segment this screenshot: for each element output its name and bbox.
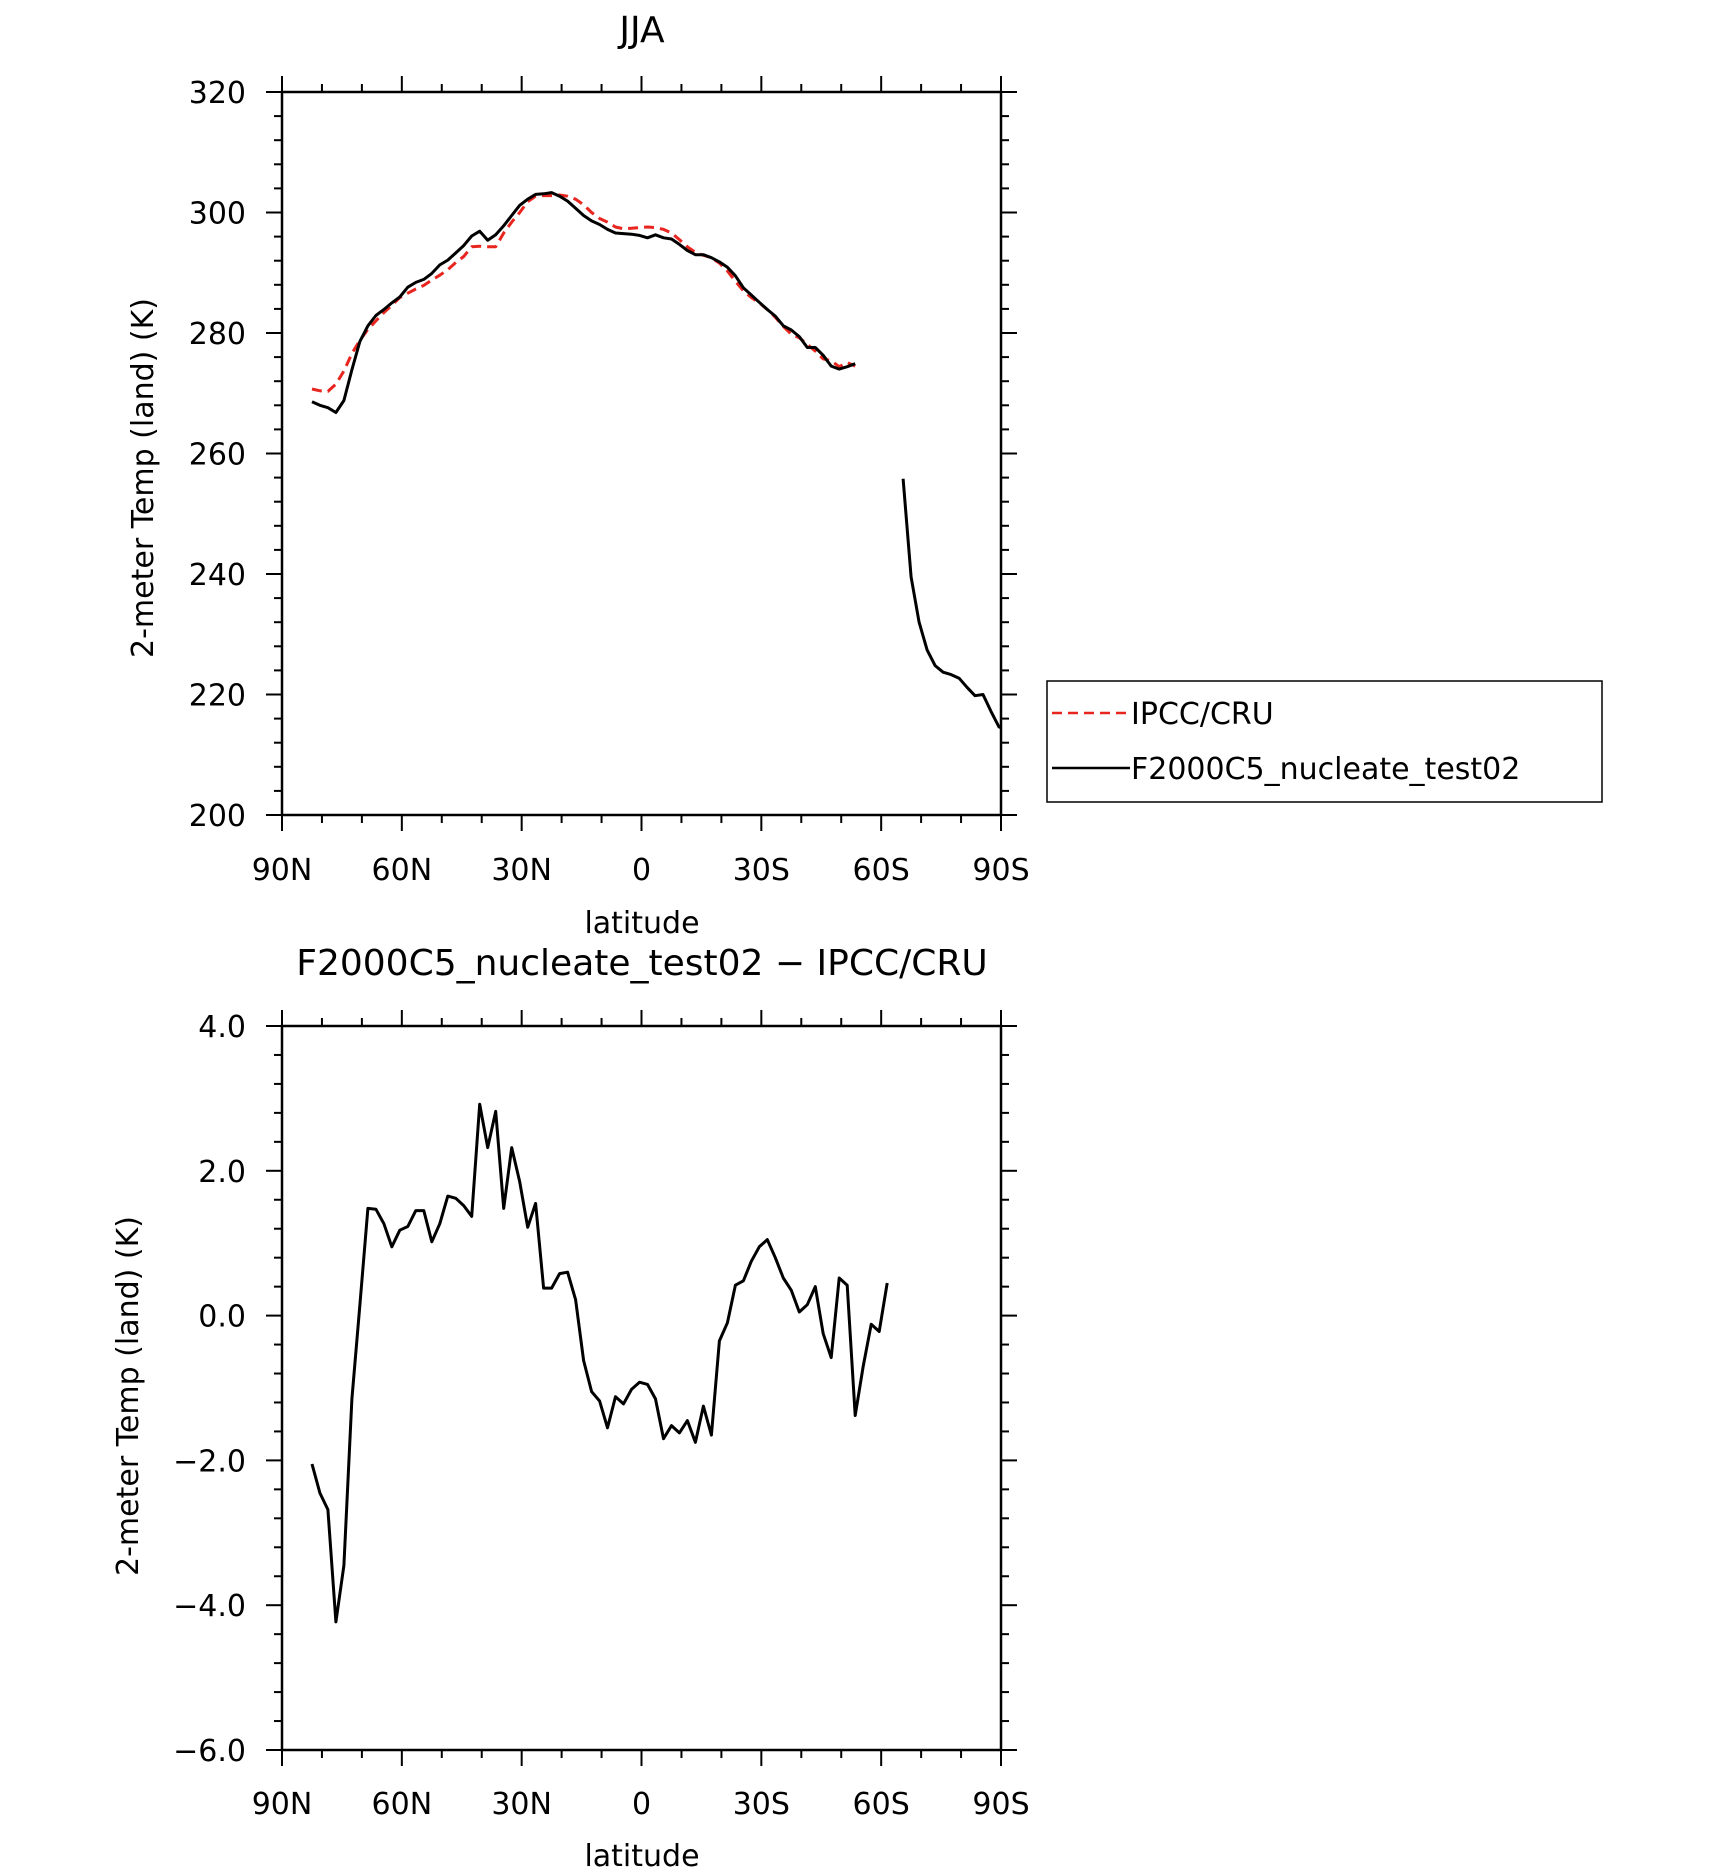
y-tick-label: −6.0: [173, 1734, 246, 1769]
series-line-f2000c5-nucleate-test02: [311, 191, 1002, 730]
y-tick-label: 240: [189, 558, 246, 593]
legend: IPCC/CRU F2000C5_nucleate_test02: [1046, 680, 1603, 803]
y-tick-label: 320: [189, 76, 246, 111]
legend-box: [1046, 680, 1603, 803]
plot-frame: [280, 1024, 1003, 1752]
x-tick-label: 90N: [252, 1787, 313, 1822]
legend-item-ipcc-cru: IPCC/CRU: [1052, 697, 1274, 732]
x-tick-label: 60S: [853, 1787, 910, 1822]
x-tick-label: 60N: [372, 853, 433, 888]
series-line-ipcc-cru: [311, 193, 856, 393]
y-tick-label: 300: [189, 197, 246, 232]
x-tick-label: 90N: [252, 853, 313, 888]
x-tick-label: 90S: [972, 853, 1029, 888]
x-tick-label: 30N: [491, 853, 552, 888]
x-tick-label: 30S: [733, 853, 790, 888]
y-tick-label: 2.0: [198, 1155, 246, 1190]
y-tick-label: −2.0: [173, 1444, 246, 1479]
x-tick-label: 60N: [372, 1787, 433, 1822]
legend-label-ipcc-cru: IPCC/CRU: [1131, 697, 1274, 732]
x-tick-label: 30S: [733, 1787, 790, 1822]
x-tick-label: 0: [632, 853, 651, 888]
y-tick-label: −4.0: [173, 1589, 246, 1624]
temperature-plot-area: 90N 60N 30N 0 30S 60S 90S 200 220 240 260 280 300 320: [189, 76, 1030, 888]
y-tick-label: 220: [189, 679, 246, 714]
difference-chart-title: F2000C5_nucleate_test02 − IPCC/CRU: [296, 943, 988, 984]
difference-x-axis-label: latitude: [584, 1839, 699, 1872]
chart-title: JJA: [617, 10, 665, 51]
series-line-difference: [310, 1102, 889, 1624]
legend-item-model: F2000C5_nucleate_test02: [1052, 752, 1520, 787]
temperature-panel: JJA 90N 60N 30N 0 30S 60S 90S 200 220 240 260 280 30…: [126, 10, 1603, 941]
legend-label-model: F2000C5_nucleate_test02: [1131, 752, 1520, 787]
y-tick-label: 280: [189, 317, 246, 352]
plot-frame: [280, 90, 1003, 817]
y-tick-label: 0.0: [198, 1300, 246, 1335]
y-axis-label: 2-meter Temp (land) (K): [126, 298, 161, 658]
x-tick-label: 60S: [853, 853, 910, 888]
x-axis-label: latitude: [584, 906, 699, 941]
y-tick-label: 200: [189, 799, 246, 834]
x-tick-label: 90S: [972, 1787, 1029, 1822]
difference-y-axis-label: 2-meter Temp (land) (K): [111, 1216, 146, 1576]
difference-panel: F2000C5_nucleate_test02 − IPCC/CRU 90N 60…: [111, 943, 1030, 1872]
y-tick-label: 260: [189, 438, 246, 473]
x-tick-label: 30N: [491, 1787, 552, 1822]
y-tick-label: 4.0: [198, 1010, 246, 1045]
x-tick-label: 0: [632, 1787, 651, 1822]
difference-plot-area: 90N 60N 30N 0 30S 60S 90S −6.0 −4.0 −2.0 0.0 2.0 4.0: [173, 1010, 1030, 1822]
